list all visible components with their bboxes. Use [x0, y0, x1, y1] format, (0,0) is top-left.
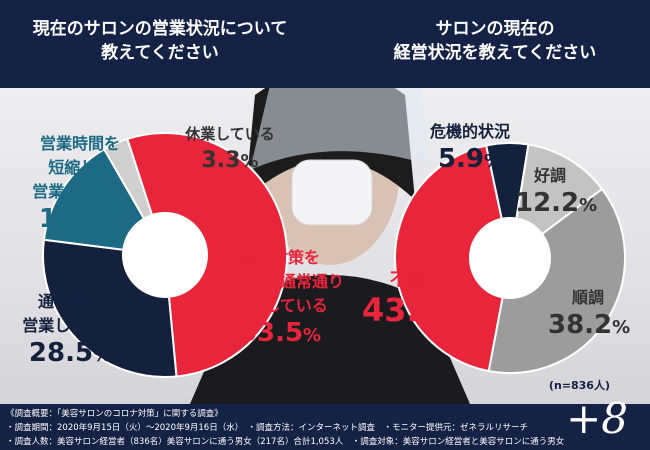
label-poor-text: 不調 — [390, 270, 424, 290]
survey-details-1: ・調査期間：2020年9月15日（火）～2020年9月16日（水） ・調査方法：… — [6, 423, 528, 433]
label-infection-control-text: 感染対策を しながら通常通り 営業している — [215, 248, 344, 315]
label-infection-control-value: 53.5 — [238, 318, 304, 348]
label-infection-control: 感染対策を しながら通常通り 営業している 53.5% — [215, 248, 344, 348]
label-crisis-text: 危機的状況 — [429, 122, 510, 141]
label-steady: 順調 38.2% — [548, 288, 631, 340]
label-shortened-hours-value: 14.7 — [38, 204, 104, 234]
label-crisis: 危機的状況 5.9% — [429, 122, 510, 174]
label-crisis-value: 5.9 — [437, 144, 484, 174]
label-normal-operation: 通常通り 営業している 28.5% — [22, 292, 118, 368]
left-donut-chart — [42, 132, 288, 378]
left-donut-center-hole — [123, 213, 207, 297]
label-steady-value: 38.2 — [548, 310, 613, 340]
label-good: 好調 12.2% — [515, 166, 598, 218]
label-good-value: 12.2 — [515, 188, 580, 218]
label-shortened-hours: 営業時間を 短縮して 営業している 14.7% — [32, 134, 128, 234]
left-chart-title: 現在のサロンの営業状況について 教えてください — [32, 19, 288, 63]
label-poor: 不調 43.7% — [362, 270, 459, 329]
right-chart-title: サロンの現在の 経営状況を教えてください — [393, 19, 597, 63]
survey-overview: 《調査概要：「美容サロンのコロナ対策」に関する調査》 — [6, 409, 223, 419]
label-closed-text: 休業している — [185, 125, 275, 143]
label-normal-operation-value: 28.5 — [28, 338, 94, 368]
label-normal-operation-text: 通常通り 営業している — [22, 292, 118, 335]
right-donut-chart — [394, 142, 626, 374]
label-closed: 休業している 3.3% — [185, 125, 275, 173]
label-good-text: 好調 — [533, 166, 566, 185]
label-steady-text: 順調 — [571, 288, 604, 307]
brand-logo: +8 — [566, 394, 628, 443]
label-poor-value: 43.7 — [362, 291, 441, 329]
label-closed-value: 3.3 — [201, 148, 241, 173]
footer-bar: 《調査概要：「美容サロンのコロナ対策」に関する調査》 ・調査期間：2020年9月… — [0, 404, 650, 450]
sample-size-note: (n=836人) — [548, 379, 610, 392]
header-bar: 現在のサロンの営業状況について 教えてください サロンの現在の 経営状況を教えて… — [0, 0, 650, 88]
right-donut-center-hole — [470, 218, 550, 298]
label-shortened-hours-text: 営業時間を 短縮して 営業している — [32, 134, 128, 201]
survey-details-2: ・調査人数：美容サロン経営者（836名）美容サロンに通う男女（217名）合計1,… — [6, 437, 565, 447]
